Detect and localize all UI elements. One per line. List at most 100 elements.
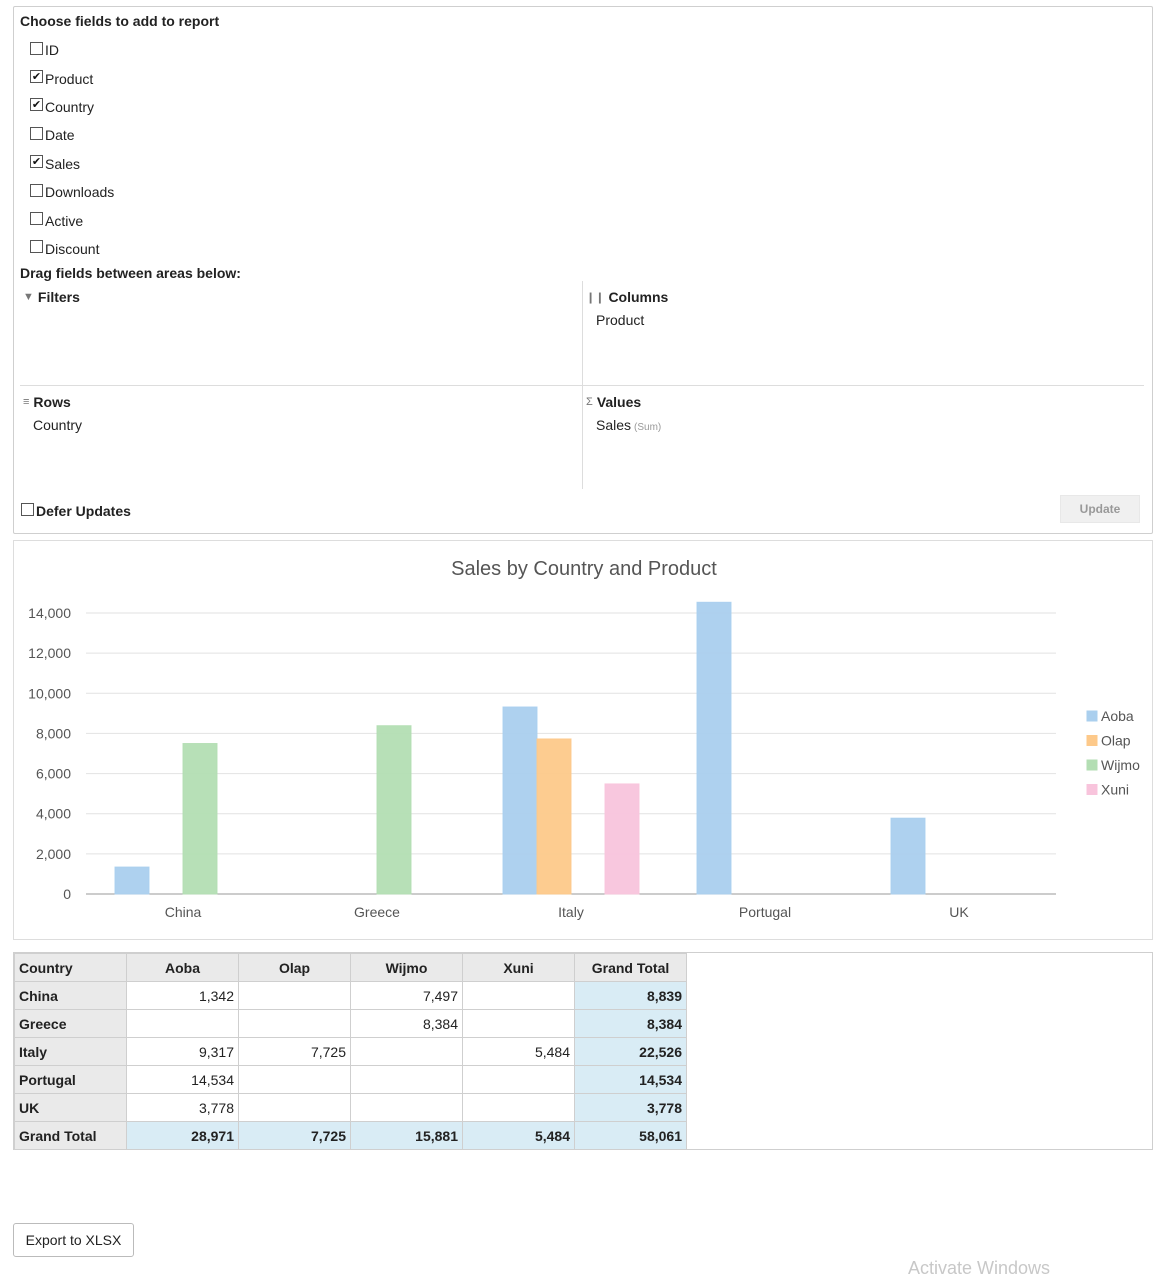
legend-swatch-aoba (1086, 710, 1098, 722)
table-cell[interactable]: 9,317 (126, 1037, 239, 1066)
table-cell[interactable]: 7,497 (350, 981, 463, 1010)
column-header[interactable]: Grand Total (574, 953, 687, 982)
defer-updates-checkbox[interactable] (21, 502, 34, 516)
column-header[interactable]: Xuni (462, 953, 575, 982)
defer-updates[interactable]: Defer Updates (21, 502, 131, 519)
table-cell[interactable] (462, 1065, 575, 1094)
table-cell[interactable] (238, 1065, 351, 1094)
rows-area[interactable]: ≡ Rows Country (20, 385, 582, 489)
field-checkbox-country[interactable] (30, 98, 43, 112)
table-cell[interactable]: 3,778 (574, 1093, 687, 1122)
table-cell[interactable] (462, 1093, 575, 1122)
field-checkbox-sales[interactable] (30, 155, 43, 169)
table-cell[interactable]: 14,534 (126, 1065, 239, 1094)
table-cell[interactable]: 15,881 (350, 1121, 463, 1150)
row-header[interactable]: China (14, 981, 127, 1010)
x-tick-label: China (165, 904, 202, 920)
table-cell[interactable]: 58,061 (574, 1121, 687, 1150)
field-checkbox-id[interactable] (30, 41, 43, 55)
filters-area-label: Filters (37, 289, 80, 305)
pivot-table: Country Aoba Olap Wijmo Xuni Grand Total China… (14, 953, 687, 1150)
choose-fields-title: Choose fields to add to report (20, 13, 220, 29)
table-cell[interactable] (238, 1093, 351, 1122)
rows-area-label: Rows (33, 394, 71, 410)
field-label: Sales (45, 155, 81, 172)
row-header[interactable]: Grand Total (14, 1121, 127, 1150)
bar-aoba-uk (890, 817, 926, 895)
column-header[interactable]: Aoba (126, 953, 239, 982)
table-cell[interactable] (126, 1009, 239, 1038)
field-label: Downloads (45, 184, 115, 201)
column-header[interactable]: Wijmo (350, 953, 463, 982)
export-xlsx-button[interactable]: Export to XLSX (13, 1223, 134, 1257)
row-header[interactable]: Italy (14, 1037, 127, 1066)
table-cell[interactable] (238, 1009, 351, 1038)
bar-xuni-italy (604, 783, 640, 895)
rows-field-country[interactable]: Country (33, 417, 83, 433)
table-cell[interactable] (350, 1037, 463, 1066)
filters-area[interactable]: ▼ Filters (20, 281, 582, 385)
field-item-country[interactable]: Country (30, 93, 114, 121)
y-tick-label: 10,000 (28, 685, 71, 701)
table-cell[interactable]: 7,725 (238, 1121, 351, 1150)
sales-chart: Sales by Country and Product 0 2,000 4,000 6… (13, 540, 1153, 940)
field-item-sales[interactable]: Sales (30, 150, 114, 178)
row-header[interactable]: Greece (14, 1009, 127, 1038)
defer-updates-label: Defer Updates (36, 503, 131, 519)
columns-area-label: Columns (608, 289, 669, 305)
field-item-active[interactable]: Active (30, 206, 114, 234)
field-item-product[interactable]: Product (30, 64, 114, 92)
field-item-downloads[interactable]: Downloads (30, 178, 114, 206)
field-checkbox-downloads[interactable] (30, 183, 43, 197)
field-item-id[interactable]: ID (30, 36, 114, 64)
table-cell[interactable]: 8,839 (574, 981, 687, 1010)
field-item-date[interactable]: Date (30, 121, 114, 149)
columns-field-product[interactable]: Product (596, 312, 645, 328)
y-tick-label: 8,000 (36, 725, 71, 741)
table-cell[interactable]: 8,384 (574, 1009, 687, 1038)
field-checkbox-product[interactable] (30, 70, 43, 84)
table-cell[interactable] (238, 981, 351, 1010)
column-header[interactable]: Olap (238, 953, 351, 982)
table-cell[interactable]: 22,526 (574, 1037, 687, 1066)
table-row: Portugal 14,534 14,534 (14, 1065, 687, 1094)
field-checkbox-date[interactable] (30, 126, 43, 140)
pivot-grid: Country Aoba Olap Wijmo Xuni Grand Total China… (13, 952, 1153, 1150)
field-checkbox-active[interactable] (30, 212, 43, 226)
table-row: UK 3,778 3,778 (14, 1093, 687, 1122)
table-cell[interactable] (462, 981, 575, 1010)
table-cell[interactable]: 7,725 (238, 1037, 351, 1066)
table-cell[interactable] (350, 1093, 463, 1122)
values-field-label: Sales (596, 417, 632, 433)
row-header[interactable]: UK (14, 1093, 127, 1122)
update-button[interactable]: Update (1060, 495, 1140, 523)
y-tick-label: 6,000 (36, 766, 71, 782)
legend-label: Olap (1101, 733, 1131, 749)
values-area[interactable]: Σ Values Sales (Sum) (582, 385, 1144, 489)
row-header[interactable]: Portugal (14, 1065, 127, 1094)
table-cell[interactable]: 3,778 (126, 1093, 239, 1122)
bar-aoba-portugal (696, 601, 732, 895)
column-header[interactable]: Country (14, 953, 127, 982)
bar-aoba-china (114, 866, 150, 895)
filter-icon: ▼ (23, 291, 34, 303)
table-cell[interactable]: 5,484 (462, 1121, 575, 1150)
legend-label: Wijmo (1101, 757, 1140, 773)
table-cell[interactable] (350, 1065, 463, 1094)
rows-icon: ≡ (23, 396, 30, 408)
field-item-discount[interactable]: Discount (30, 235, 114, 263)
chart-title: Sales by Country and Product (451, 558, 717, 580)
values-field-sales[interactable]: Sales (Sum) (596, 417, 661, 433)
y-tick-label: 0 (63, 886, 71, 902)
table-cell[interactable]: 1,342 (126, 981, 239, 1010)
field-label: Country (45, 98, 95, 115)
field-label: Product (45, 70, 94, 87)
field-checkbox-discount[interactable] (30, 240, 43, 254)
table-cell[interactable] (462, 1009, 575, 1038)
legend-swatch-wijmo (1086, 759, 1098, 771)
table-cell[interactable]: 28,971 (126, 1121, 239, 1150)
table-cell[interactable]: 14,534 (574, 1065, 687, 1094)
columns-area[interactable]: ❙❙ Columns Product (582, 281, 1144, 385)
table-cell[interactable]: 5,484 (462, 1037, 575, 1066)
table-cell[interactable]: 8,384 (350, 1009, 463, 1038)
